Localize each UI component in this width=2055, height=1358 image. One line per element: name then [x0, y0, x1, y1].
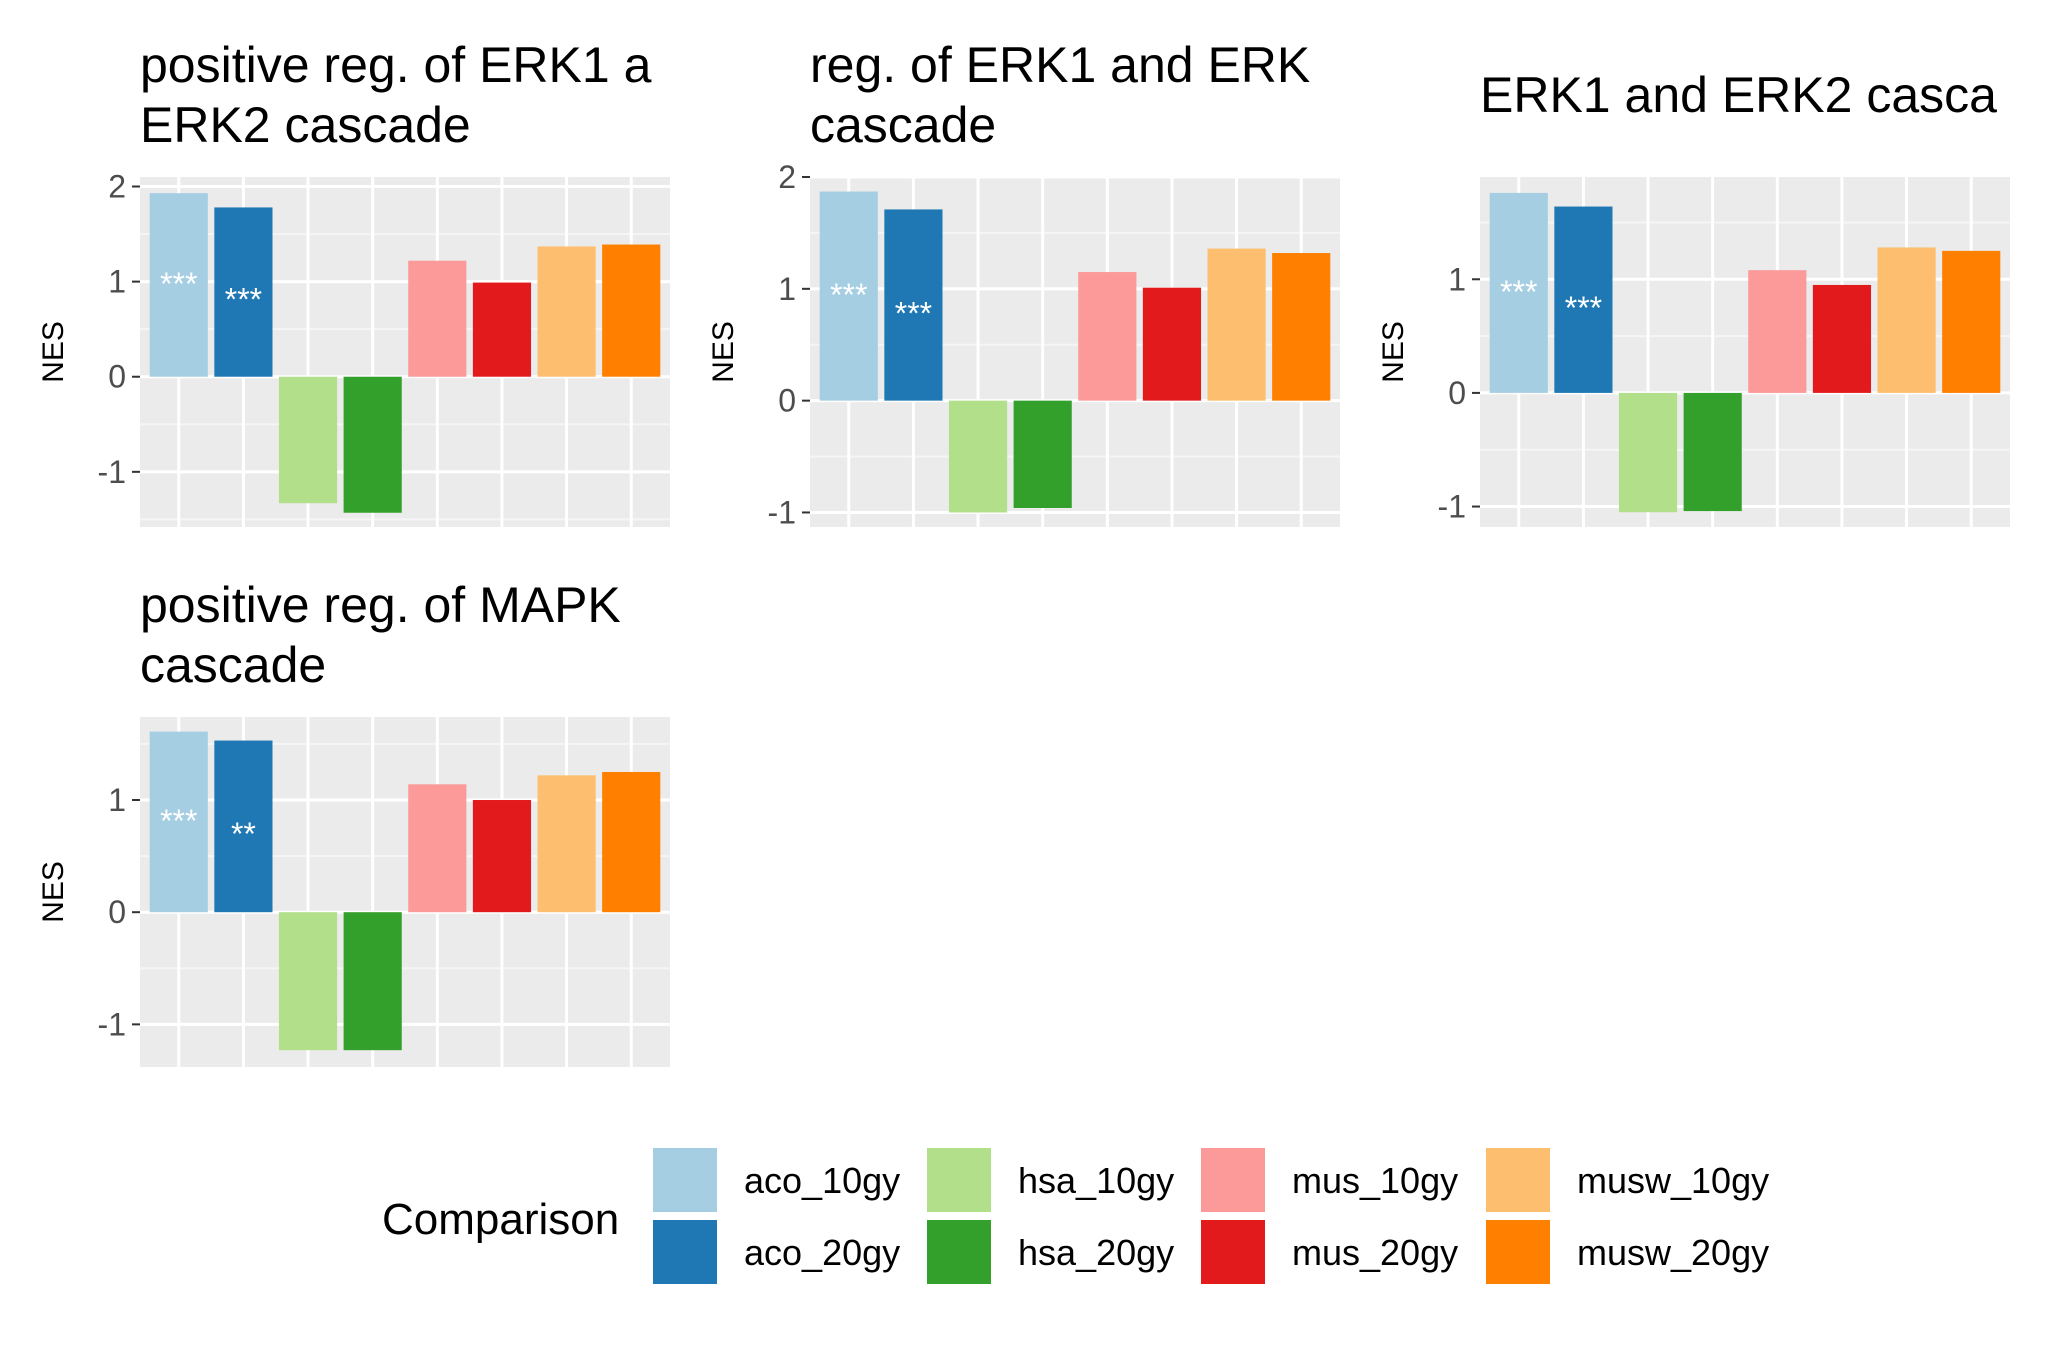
bar-hsa_10gy	[1618, 392, 1678, 513]
bar-aco_10gy	[1489, 192, 1548, 393]
bar-mus_20gy	[1142, 287, 1202, 401]
panel-title-line: positive reg. of ERK1 a	[140, 37, 652, 93]
y-tick-label: -1	[98, 1006, 126, 1042]
y-tick-label: 1	[1448, 261, 1466, 297]
legend-label: musw_20gy	[1577, 1232, 1769, 1273]
significance-label: ***	[1500, 274, 1537, 310]
legend-key-musw_10gy	[1484, 1146, 1552, 1214]
bar-aco_10gy	[819, 191, 878, 401]
panel-title-line: positive reg. of MAPK	[140, 577, 621, 633]
bar-hsa_10gy	[278, 912, 338, 1051]
y-tick-label: -1	[98, 454, 126, 490]
legend-label: hsa_10gy	[1018, 1160, 1174, 1201]
significance-label: ***	[830, 277, 867, 313]
y-tick-label: 1	[108, 782, 126, 818]
bar-aco_20gy	[214, 740, 273, 913]
bar-mus_10gy	[1748, 270, 1807, 393]
bar-hsa_20gy	[343, 376, 402, 513]
y-tick-label: -1	[1438, 489, 1466, 525]
panel-title-line: cascade	[140, 637, 326, 693]
bar-mus_10gy	[1078, 272, 1137, 401]
legend-label: aco_10gy	[744, 1160, 900, 1201]
bar-aco_10gy	[149, 731, 208, 913]
legend-key-aco_10gy	[651, 1146, 719, 1214]
y-tick-label: -1	[768, 494, 796, 530]
panel-title-line: cascade	[810, 97, 996, 153]
bar-hsa_20gy	[1683, 392, 1742, 512]
significance-label: ***	[1565, 290, 1602, 326]
bar-aco_20gy	[884, 209, 943, 401]
legend-key-mus_20gy	[1199, 1218, 1267, 1286]
panel-title-line: ERK1 and ERK2 casca	[1480, 67, 1997, 123]
legend-label: musw_10gy	[1577, 1160, 1769, 1201]
legend-key-hsa_10gy	[925, 1146, 993, 1214]
bar-mus_20gy	[472, 800, 532, 913]
bar-musw_10gy	[537, 246, 596, 377]
significance-label: ***	[225, 282, 262, 318]
panel-title-line: reg. of ERK1 and ERK	[810, 37, 1310, 93]
bar-hsa_10gy	[948, 400, 1008, 513]
legend-label: hsa_20gy	[1018, 1232, 1174, 1273]
y-tick-label: 0	[1448, 375, 1466, 411]
y-tick-label: 0	[108, 359, 126, 395]
y-tick-label: 0	[108, 894, 126, 930]
significance-label: **	[231, 816, 256, 852]
legend-label: mus_20gy	[1292, 1232, 1458, 1273]
y-tick-label: 2	[778, 159, 796, 195]
legend-key-aco_20gy	[651, 1218, 719, 1286]
y-tick-label: 1	[108, 264, 126, 300]
y-axis-label: NES	[1377, 321, 1410, 383]
y-axis-label: NES	[37, 321, 70, 383]
y-tick-label: 2	[108, 169, 126, 205]
y-tick-label: 0	[778, 383, 796, 419]
bar-musw_10gy	[537, 775, 596, 913]
bar-aco_20gy	[214, 207, 273, 377]
legend-key-hsa_20gy	[925, 1218, 993, 1286]
significance-label: ***	[160, 803, 197, 839]
bar-mus_10gy	[408, 260, 467, 377]
panel-title-line: ERK2 cascade	[140, 97, 471, 153]
bar-musw_20gy	[1272, 253, 1331, 401]
bar-mus_20gy	[1812, 284, 1872, 393]
bar-musw_20gy	[602, 771, 661, 913]
bar-musw_10gy	[1207, 248, 1266, 401]
legend-key-mus_10gy	[1199, 1146, 1267, 1214]
y-axis-label: NES	[707, 321, 740, 383]
legend-label: aco_20gy	[744, 1232, 900, 1273]
significance-label: ***	[160, 266, 197, 302]
bar-mus_10gy	[408, 784, 467, 913]
bar-mus_20gy	[472, 282, 532, 377]
bar-musw_20gy	[1942, 250, 2001, 393]
legend-title: Comparison	[382, 1195, 619, 1244]
bar-musw_20gy	[602, 244, 661, 377]
bar-musw_10gy	[1877, 247, 1936, 393]
y-axis-label: NES	[37, 861, 70, 923]
bar-aco_10gy	[149, 193, 208, 377]
bar-hsa_20gy	[343, 912, 402, 1051]
bar-hsa_20gy	[1013, 400, 1072, 508]
legend: Comparison aco_10gy aco_20gy hsa_10gy hsa_20…	[382, 1146, 1769, 1286]
legend-label: mus_10gy	[1292, 1160, 1458, 1201]
bar-hsa_10gy	[278, 376, 338, 504]
bar-aco_20gy	[1554, 206, 1613, 393]
significance-label: ***	[895, 296, 932, 332]
panel-3: ERK1 and ERK2 casca -1 0 1 *** *** NES	[1377, 67, 2010, 527]
legend-key-musw_20gy	[1484, 1218, 1552, 1286]
y-tick-label: 1	[778, 271, 796, 307]
